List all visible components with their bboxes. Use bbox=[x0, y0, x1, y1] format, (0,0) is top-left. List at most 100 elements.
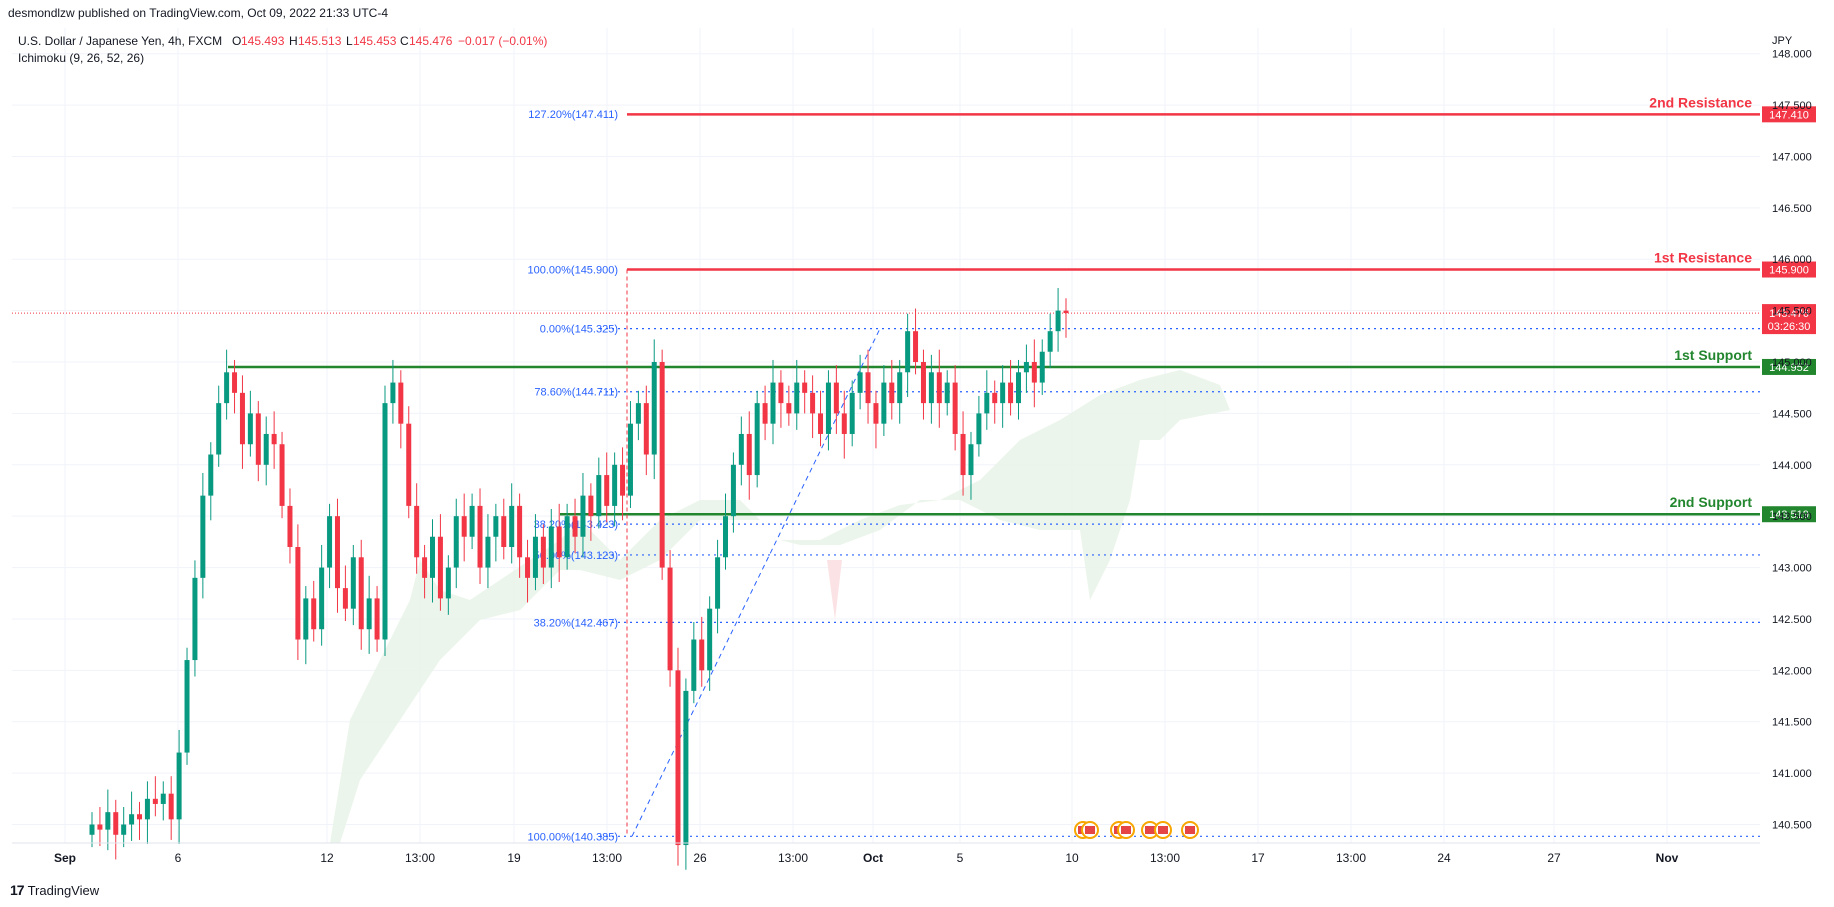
time-tick-label: Sep bbox=[54, 851, 76, 865]
legend-h-label: H bbox=[289, 34, 298, 48]
candle-body bbox=[762, 403, 768, 424]
price-tick-label: 143.500 bbox=[1772, 511, 1812, 523]
fib-level-label: 127.20%(147.411) bbox=[528, 109, 618, 121]
flag-stripe bbox=[1185, 826, 1195, 834]
time-tick-label: 13:00 bbox=[405, 851, 435, 865]
candle-body bbox=[319, 567, 325, 630]
candle-body bbox=[873, 403, 879, 424]
candle-body bbox=[342, 588, 348, 609]
candle-body bbox=[968, 444, 974, 476]
candle-body bbox=[865, 372, 871, 404]
legend-indicator: Ichimoku (9, 26, 52, 26) bbox=[18, 51, 144, 65]
resistance-price-tag bbox=[1762, 106, 1816, 123]
fib-level-label: 78.60%(144.711) bbox=[534, 387, 618, 399]
candle-body bbox=[849, 392, 855, 434]
candle-body bbox=[675, 670, 681, 846]
time-tick-label: 26 bbox=[693, 851, 707, 865]
fib-level-label: 50.00%(143.123) bbox=[534, 550, 618, 562]
legend-change: −0.017 (−0.01%) bbox=[458, 34, 547, 48]
price-tick-label: 147.000 bbox=[1772, 151, 1812, 163]
candle-body bbox=[738, 433, 744, 465]
candle-body bbox=[271, 433, 277, 445]
candle-body bbox=[509, 505, 515, 548]
legend-o-value: 145.493 bbox=[241, 34, 285, 48]
support-price-tag bbox=[1762, 358, 1816, 375]
legend-symbol: U.S. Dollar / Japanese Yen, 4h, FXCM bbox=[18, 34, 222, 48]
candle-body bbox=[976, 413, 982, 445]
candle-body bbox=[121, 824, 127, 835]
candle-body bbox=[477, 505, 483, 568]
tradingview-mark-icon: 17 bbox=[10, 882, 25, 898]
fibonacci-retracement: 127.20%(147.411) 100.00%(145.900) 0.00%(14… bbox=[527, 109, 1760, 843]
time-tick-label: 10 bbox=[1065, 851, 1079, 865]
last-price-tag bbox=[1762, 304, 1816, 335]
candle-body bbox=[350, 557, 356, 609]
candle-body bbox=[398, 382, 404, 424]
price-tick-label: 148.000 bbox=[1772, 49, 1812, 61]
candle-body bbox=[920, 362, 926, 404]
candle-body bbox=[778, 382, 784, 404]
ichimoku-kumo-red bbox=[827, 560, 842, 620]
candle-body bbox=[453, 516, 459, 568]
candle-body bbox=[1015, 372, 1021, 404]
candle-body bbox=[1031, 362, 1037, 383]
candle-body bbox=[208, 454, 214, 496]
candle-body bbox=[881, 382, 887, 424]
price-tick-label: 143.000 bbox=[1772, 563, 1812, 575]
candle-body bbox=[635, 403, 641, 424]
candle-body bbox=[627, 423, 633, 496]
price-tick-label: 141.500 bbox=[1772, 717, 1812, 729]
candle-body bbox=[239, 392, 245, 445]
price-tick-label: 142.000 bbox=[1772, 665, 1812, 677]
candle-body bbox=[786, 403, 792, 414]
candle-body bbox=[255, 413, 261, 465]
time-tick-label: 24 bbox=[1437, 851, 1451, 865]
fib-level-label: 100.00%(140.385) bbox=[527, 831, 618, 843]
candle-body bbox=[580, 495, 586, 537]
candle-body bbox=[160, 793, 166, 804]
candle-body bbox=[192, 577, 198, 661]
candle-body bbox=[604, 475, 610, 506]
legend-c-value: 145.476 bbox=[409, 34, 453, 48]
candle-body bbox=[414, 505, 420, 558]
candle-body bbox=[176, 752, 182, 820]
time-tick-label: 17 bbox=[1251, 851, 1265, 865]
legend-l-label: L bbox=[346, 34, 353, 48]
legend-o-label: O bbox=[232, 34, 241, 48]
time-tick-label: 13:00 bbox=[1336, 851, 1366, 865]
candle-body bbox=[659, 362, 665, 568]
candle-body bbox=[144, 798, 150, 820]
candle-body bbox=[897, 372, 903, 404]
candle-body bbox=[984, 392, 990, 414]
ichimoku-cloud bbox=[330, 370, 1230, 843]
candle-body bbox=[754, 403, 760, 476]
tradingview-logo[interactable]: 17 TradingView bbox=[10, 882, 99, 898]
candle-body bbox=[1055, 310, 1061, 332]
candle-body bbox=[216, 403, 222, 455]
candle-body bbox=[810, 392, 816, 414]
currency-label: JPY bbox=[1772, 35, 1793, 47]
candle-body bbox=[572, 516, 578, 537]
price-tick-label: 142.500 bbox=[1772, 614, 1812, 626]
candle-body bbox=[232, 372, 238, 393]
candle-body bbox=[263, 433, 269, 465]
candle-body bbox=[960, 433, 966, 476]
support-label: 2nd Support bbox=[1670, 494, 1753, 510]
candle-body bbox=[722, 516, 728, 558]
price-tick-label: 147.500 bbox=[1772, 100, 1812, 112]
time-tick-label: 13:00 bbox=[1150, 851, 1180, 865]
candle-body bbox=[699, 639, 705, 671]
candle-body bbox=[129, 814, 135, 825]
price-axis: JPY148.000147.500147.000146.500146.00014… bbox=[1772, 35, 1812, 832]
candle-body bbox=[224, 372, 230, 404]
candle-body bbox=[913, 331, 919, 363]
candle-body bbox=[200, 495, 206, 578]
candle-body bbox=[184, 660, 190, 753]
candle-body bbox=[1039, 351, 1045, 383]
candle-body bbox=[382, 403, 388, 640]
time-tick-label: Oct bbox=[863, 851, 883, 865]
candle-body bbox=[794, 382, 800, 414]
candle-body bbox=[588, 495, 594, 517]
candle-body bbox=[1047, 331, 1053, 352]
